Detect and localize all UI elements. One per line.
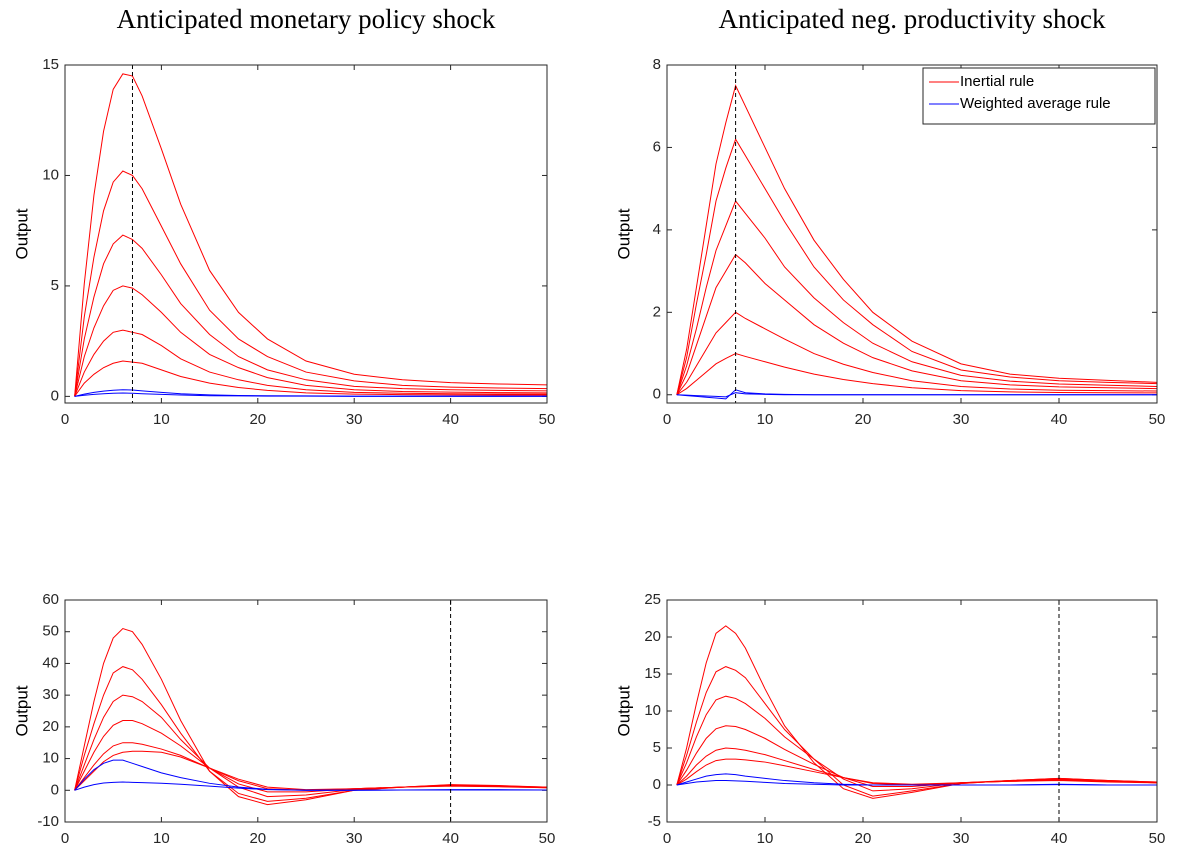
series-line — [74, 781, 547, 791]
panel: Anticipated monetary policy shock Output 0… — [12, 4, 555, 428]
y-tick-label: 0 — [653, 776, 661, 793]
legend-box — [922, 67, 1156, 125]
series-line — [676, 84, 1157, 395]
y-tick-label: 0 — [51, 387, 59, 404]
series-line — [676, 253, 1157, 395]
y-tick-label: 5 — [653, 739, 661, 756]
y-tick-label: 10 — [644, 702, 661, 719]
y-tick-label: 0 — [653, 386, 661, 403]
y-axis-label: Output — [12, 208, 31, 259]
x-tick-label: 40 — [442, 830, 459, 847]
series-line — [74, 73, 547, 397]
y-tick-label: 8 — [653, 56, 661, 73]
axes-box — [666, 64, 1158, 404]
y-tick-label: 15 — [644, 665, 661, 682]
x-tick-label: 0 — [663, 830, 671, 847]
series-line — [676, 200, 1157, 395]
x-tick-label: 20 — [855, 830, 872, 847]
y-tick-label: 10 — [42, 166, 59, 183]
y-tick-label: 20 — [644, 628, 661, 645]
axes-box — [64, 64, 548, 404]
series-line — [74, 285, 547, 397]
x-tick-label: 40 — [442, 411, 459, 428]
x-tick-label: 20 — [855, 411, 872, 428]
legend-label: Weighted average rule — [960, 95, 1111, 112]
series-line — [676, 780, 1157, 786]
y-axis-label: Output — [614, 208, 633, 259]
y-tick-label: 5 — [51, 277, 59, 294]
series-line — [74, 360, 547, 397]
y-axis-label: Output — [12, 685, 31, 736]
plot-area — [65, 600, 547, 822]
y-tick-label: -10 — [37, 813, 59, 830]
x-tick-label: 50 — [1149, 411, 1166, 428]
plot-lines — [74, 73, 547, 397]
series-line — [676, 392, 1157, 398]
x-tick-label: 30 — [346, 411, 363, 428]
x-tick-label: 20 — [249, 411, 266, 428]
series-line — [74, 392, 547, 397]
x-tick-label: 30 — [953, 830, 970, 847]
x-tick-label: 10 — [153, 411, 170, 428]
series-line — [676, 758, 1157, 786]
y-tick-label: 50 — [42, 623, 59, 640]
y-tick-label: 30 — [42, 686, 59, 703]
y-axis-label: Output — [614, 685, 633, 736]
x-tick-label: 0 — [61, 411, 69, 428]
y-tick-label: 15 — [42, 56, 59, 73]
x-tick-label: 50 — [539, 411, 556, 428]
series-line — [676, 353, 1157, 396]
y-tick-label: 0 — [51, 781, 59, 798]
x-tick-label: 30 — [953, 411, 970, 428]
chart-title: Anticipated monetary policy shock — [117, 4, 496, 34]
y-tick-label: 4 — [653, 221, 661, 238]
x-tick-label: 0 — [61, 830, 69, 847]
legend-label: Inertial rule — [960, 73, 1034, 90]
y-tick-label: 40 — [42, 654, 59, 671]
series-line — [74, 170, 547, 397]
y-tick-label: -5 — [648, 813, 661, 830]
axes-box — [666, 599, 1158, 823]
y-tick-label: 6 — [653, 138, 661, 155]
x-tick-label: 40 — [1051, 830, 1068, 847]
y-tick-label: 10 — [42, 750, 59, 767]
plot-lines — [676, 84, 1157, 400]
plot-area — [65, 65, 547, 403]
y-tick-label: 2 — [653, 303, 661, 320]
x-tick-label: 50 — [1149, 830, 1166, 847]
series-line — [74, 329, 547, 397]
y-tick-label: 25 — [644, 591, 661, 608]
panel: Anticipated neg. productivity shock Outpu… — [614, 4, 1165, 428]
y-tick-label: 20 — [42, 718, 59, 735]
series-line — [74, 234, 547, 397]
series-line — [74, 750, 547, 791]
chart-title: Anticipated neg. productivity shock — [719, 4, 1106, 34]
x-tick-label: 40 — [1051, 411, 1068, 428]
plot-lines — [74, 627, 547, 806]
x-tick-label: 50 — [539, 830, 556, 847]
series-line — [676, 311, 1157, 396]
series-line — [676, 138, 1157, 395]
x-tick-label: 20 — [249, 830, 266, 847]
y-tick-label: 60 — [42, 591, 59, 608]
x-tick-label: 0 — [663, 411, 671, 428]
plot-lines — [676, 625, 1157, 799]
series-line — [676, 695, 1157, 792]
x-tick-label: 10 — [757, 830, 774, 847]
axes-box — [64, 599, 548, 823]
x-tick-label: 10 — [757, 411, 774, 428]
x-tick-label: 10 — [153, 830, 170, 847]
x-tick-label: 30 — [346, 830, 363, 847]
